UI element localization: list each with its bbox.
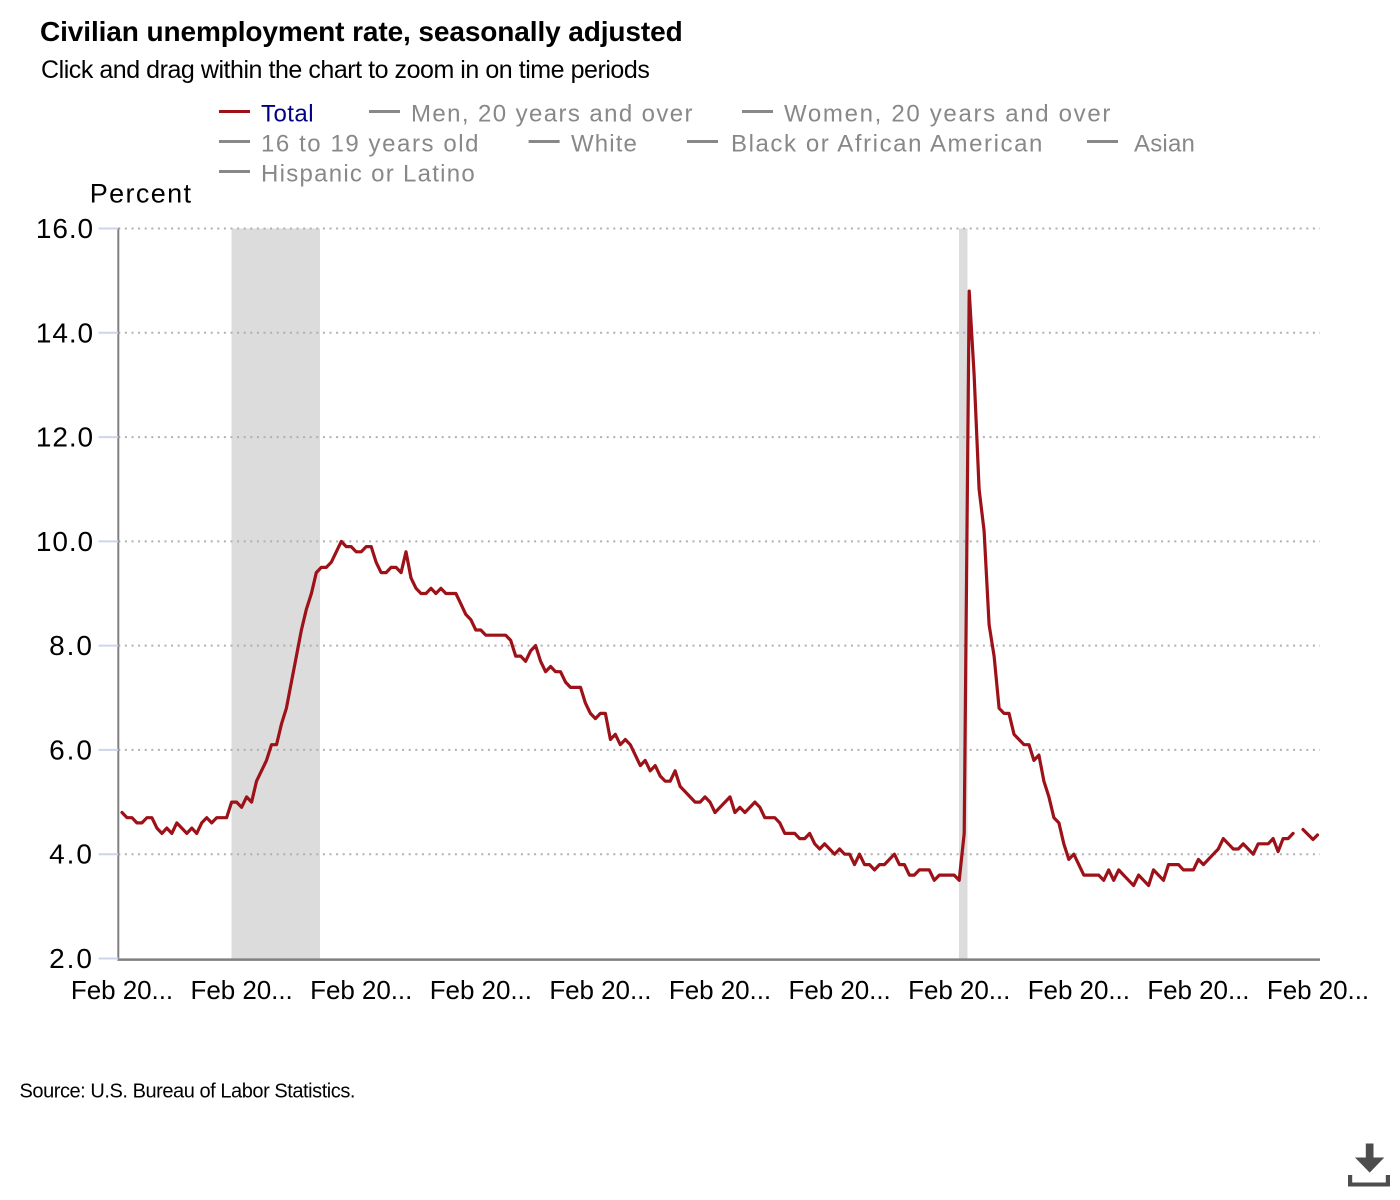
svg-text:Source: U.S. Bureau of Labor S: Source: U.S. Bureau of Labor Statistics. xyxy=(20,1081,356,1103)
svg-text:Women, 20 years and over: Women, 20 years and over xyxy=(784,100,1112,127)
svg-text:16.0: 16.0 xyxy=(36,213,94,244)
svg-text:Feb 20...: Feb 20... xyxy=(430,975,532,1005)
svg-text:6.0: 6.0 xyxy=(49,734,94,765)
svg-text:2.0: 2.0 xyxy=(49,943,94,974)
svg-text:10.0: 10.0 xyxy=(36,526,94,557)
svg-text:Feb 20...: Feb 20... xyxy=(669,975,771,1005)
svg-text:Feb 20...: Feb 20... xyxy=(71,975,173,1005)
svg-text:Men, 20 years and over: Men, 20 years and over xyxy=(411,100,694,127)
svg-text:Percent: Percent xyxy=(90,179,193,209)
svg-text:Feb 20...: Feb 20... xyxy=(549,975,651,1005)
svg-text:White: White xyxy=(571,130,638,157)
svg-text:12.0: 12.0 xyxy=(36,422,94,453)
svg-text:Civilian unemployment rate, se: Civilian unemployment rate, seasonally a… xyxy=(40,16,683,47)
svg-text:4.0: 4.0 xyxy=(49,839,94,870)
svg-text:Feb 20...: Feb 20... xyxy=(908,975,1010,1005)
svg-text:Click and drag within the char: Click and drag within the chart to zoom … xyxy=(41,56,649,84)
svg-text:Asian: Asian xyxy=(1134,130,1195,157)
svg-text:Feb 20...: Feb 20... xyxy=(1267,975,1369,1005)
svg-text:Feb 20...: Feb 20... xyxy=(1028,975,1130,1005)
svg-text:8.0: 8.0 xyxy=(49,630,94,661)
svg-text:Hispanic or Latino: Hispanic or Latino xyxy=(261,160,476,187)
svg-text:16 to 19 years old: 16 to 19 years old xyxy=(261,130,480,157)
svg-text:Black or African American: Black or African American xyxy=(731,130,1044,157)
svg-text:Feb 20...: Feb 20... xyxy=(789,975,891,1005)
svg-text:Total: Total xyxy=(261,100,314,127)
svg-text:14.0: 14.0 xyxy=(36,317,94,348)
svg-text:Feb 20...: Feb 20... xyxy=(191,975,293,1005)
svg-text:Feb 20...: Feb 20... xyxy=(310,975,412,1005)
svg-text:Feb 20...: Feb 20... xyxy=(1147,975,1249,1005)
